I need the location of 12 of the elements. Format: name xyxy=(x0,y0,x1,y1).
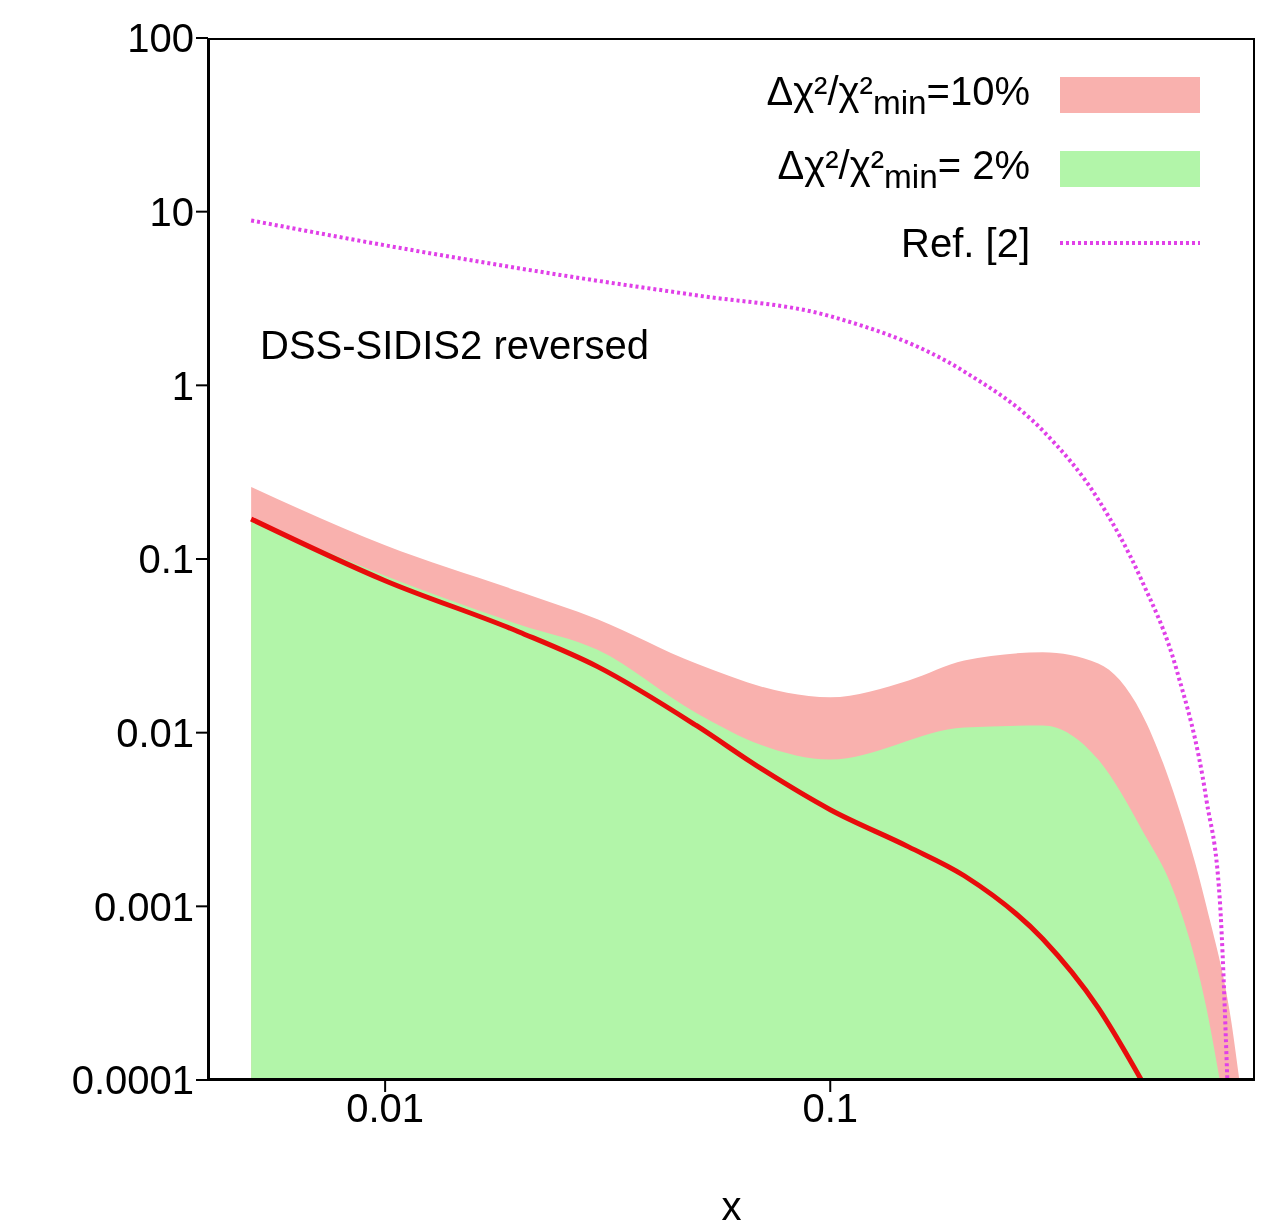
legend-label: Δχ²/χ²$_{min}$= 2% xyxy=(777,142,1030,196)
y-tick-label: 0.0001 xyxy=(71,1058,194,1103)
y-tick-label: 0.001 xyxy=(93,884,194,929)
y-tick-label: 100 xyxy=(127,16,194,61)
y-tick-label: 1 xyxy=(171,363,194,408)
y-tick-label: 10 xyxy=(149,189,194,234)
x-axis-title: x xyxy=(721,1184,742,1228)
annotation: DSS-SIDIS2 reversed xyxy=(260,323,650,368)
legend-label: Ref. [2] xyxy=(901,220,1030,266)
y-tick-label: 0.1 xyxy=(138,537,194,582)
y-tick-label: 0.01 xyxy=(116,710,194,755)
legend-label: Δχ²/χ²$_{min}$=10% xyxy=(766,68,1030,122)
